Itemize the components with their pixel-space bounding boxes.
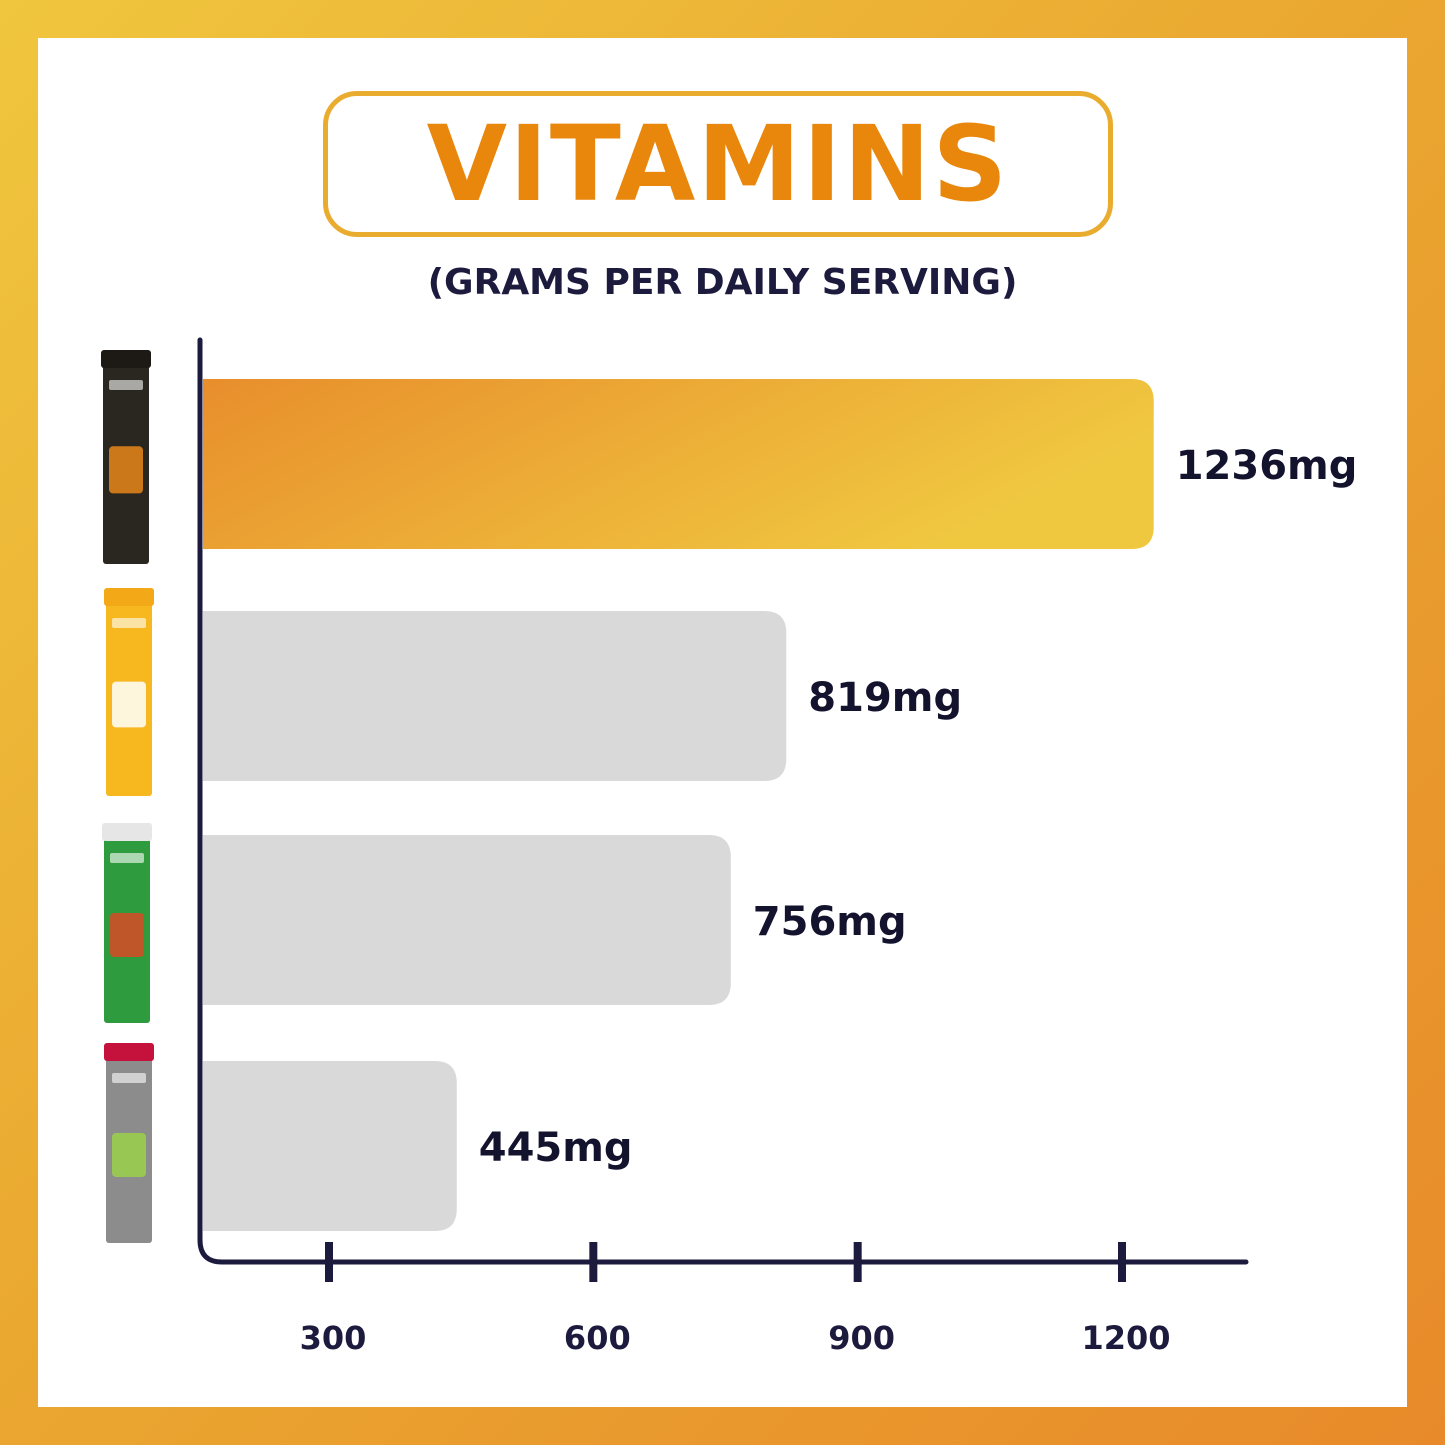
bar-sis <box>203 1061 457 1231</box>
bar-berocca <box>203 835 731 1005</box>
bars-group <box>203 379 1154 1231</box>
product-images <box>101 350 154 1243</box>
value-label-phizz: 819mg <box>808 675 962 721</box>
page-subtitle: (GRAMS PER DAILY SERVING) <box>427 262 1018 303</box>
x-tick-label-900: 900 <box>828 1319 895 1357</box>
page-title: VITAMINS <box>426 103 1010 225</box>
product-tube-berocca-icon <box>102 823 152 1023</box>
value-label-tonic: 1236mg <box>1176 443 1358 489</box>
product-tube-tonic-icon <box>101 350 151 564</box>
bar-phizz <box>203 611 787 781</box>
product-tube-phizz-icon <box>104 588 154 796</box>
x-tick-label-300: 300 <box>300 1319 367 1357</box>
x-tick-label-1200: 1200 <box>1081 1319 1170 1357</box>
x-tick-label-600: 600 <box>564 1319 631 1357</box>
product-tube-sis-icon <box>104 1043 154 1243</box>
axis-line <box>197 337 1249 1265</box>
axes-group: 300 600 900 1200 <box>197 337 1249 1357</box>
title-box: VITAMINS <box>323 91 1113 237</box>
bar-tonic <box>203 379 1154 549</box>
value-label-sis: 445mg <box>479 1125 633 1171</box>
value-label-berocca: 756mg <box>753 899 907 945</box>
value-labels-group: 1236mg 819mg 756mg 445mg <box>479 443 1358 1171</box>
